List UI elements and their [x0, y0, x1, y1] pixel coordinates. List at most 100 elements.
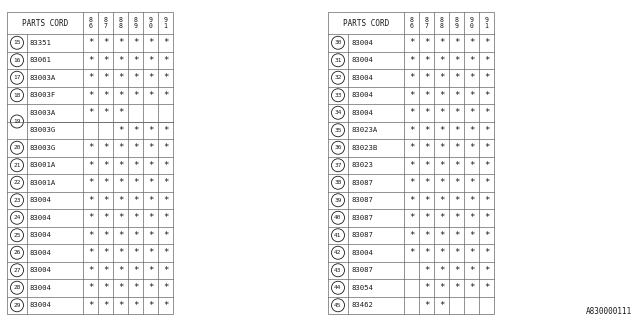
Text: *: * [148, 266, 153, 275]
Text: *: * [163, 266, 168, 275]
Text: 83003F: 83003F [30, 92, 56, 98]
Text: *: * [103, 196, 108, 205]
Text: *: * [88, 196, 93, 205]
Bar [328, 12, 494, 314]
Text: 41: 41 [334, 233, 342, 238]
Text: *: * [454, 248, 459, 257]
Text: 9
0: 9 0 [470, 17, 474, 29]
Text: 83087: 83087 [351, 215, 373, 221]
Text: PARTS CORD: PARTS CORD [22, 19, 68, 28]
Text: 83004: 83004 [30, 285, 52, 291]
Text: 8
9: 8 9 [134, 17, 138, 29]
Text: 26: 26 [13, 250, 20, 255]
Text: *: * [409, 38, 414, 47]
Text: *: * [439, 91, 444, 100]
Text: 83087: 83087 [351, 180, 373, 186]
Text: *: * [163, 231, 168, 240]
Text: 36: 36 [334, 145, 342, 150]
Text: *: * [424, 248, 429, 257]
Text: *: * [88, 178, 93, 187]
Text: *: * [484, 213, 489, 222]
Text: *: * [469, 56, 474, 65]
Text: *: * [454, 143, 459, 152]
Text: *: * [88, 283, 93, 292]
Text: 83004: 83004 [30, 302, 52, 308]
Text: *: * [103, 73, 108, 82]
Text: *: * [163, 91, 168, 100]
Text: *: * [424, 143, 429, 152]
Text: *: * [409, 91, 414, 100]
Text: *: * [409, 231, 414, 240]
Text: 9
1: 9 1 [164, 17, 168, 29]
Text: 83351: 83351 [30, 40, 52, 46]
Text: *: * [484, 178, 489, 187]
Text: *: * [148, 126, 153, 135]
Text: *: * [103, 266, 108, 275]
Text: 8
9: 8 9 [454, 17, 458, 29]
Text: 35: 35 [334, 128, 342, 133]
Text: 44: 44 [334, 285, 342, 290]
Text: *: * [133, 56, 138, 65]
Text: 33: 33 [334, 93, 342, 98]
Text: *: * [454, 126, 459, 135]
Text: *: * [469, 196, 474, 205]
Text: *: * [424, 283, 429, 292]
Text: *: * [88, 73, 93, 82]
Text: *: * [133, 38, 138, 47]
Text: *: * [118, 126, 123, 135]
Text: *: * [454, 56, 459, 65]
Text: 27: 27 [13, 268, 20, 273]
Text: *: * [454, 231, 459, 240]
Text: *: * [148, 196, 153, 205]
Text: *: * [88, 231, 93, 240]
Text: *: * [118, 301, 123, 310]
Text: *: * [484, 266, 489, 275]
Text: *: * [118, 248, 123, 257]
Text: PARTS CORD: PARTS CORD [343, 19, 389, 28]
Text: *: * [148, 248, 153, 257]
Text: *: * [103, 91, 108, 100]
Text: *: * [469, 283, 474, 292]
Text: *: * [148, 161, 153, 170]
Text: *: * [424, 91, 429, 100]
Text: *: * [409, 161, 414, 170]
Text: *: * [424, 38, 429, 47]
Text: *: * [133, 283, 138, 292]
Text: *: * [133, 196, 138, 205]
Text: *: * [409, 126, 414, 135]
Text: 83003A: 83003A [30, 75, 56, 81]
Text: *: * [424, 108, 429, 117]
Text: 18: 18 [13, 93, 20, 98]
Text: 22: 22 [13, 180, 20, 185]
Text: *: * [484, 126, 489, 135]
Text: *: * [454, 91, 459, 100]
Text: 9
0: 9 0 [148, 17, 152, 29]
Text: *: * [439, 301, 444, 310]
Text: *: * [118, 231, 123, 240]
Text: *: * [133, 301, 138, 310]
Text: 32: 32 [334, 75, 342, 80]
Text: 31: 31 [334, 58, 342, 63]
Text: *: * [103, 248, 108, 257]
Text: *: * [469, 248, 474, 257]
Text: *: * [163, 56, 168, 65]
Text: 83023B: 83023B [351, 145, 377, 151]
Text: *: * [454, 266, 459, 275]
Text: 42: 42 [334, 250, 342, 255]
Text: *: * [148, 283, 153, 292]
Text: *: * [163, 73, 168, 82]
Text: 28: 28 [13, 285, 20, 290]
Text: *: * [88, 161, 93, 170]
Text: 83004: 83004 [351, 40, 373, 46]
Text: *: * [133, 178, 138, 187]
Text: *: * [469, 126, 474, 135]
Text: *: * [439, 143, 444, 152]
Text: 19: 19 [13, 119, 20, 124]
Text: 83004: 83004 [351, 75, 373, 81]
Text: *: * [424, 126, 429, 135]
Text: 83004: 83004 [30, 197, 52, 203]
Text: 17: 17 [13, 75, 20, 80]
Text: *: * [454, 73, 459, 82]
Text: *: * [118, 108, 123, 117]
Text: *: * [484, 161, 489, 170]
